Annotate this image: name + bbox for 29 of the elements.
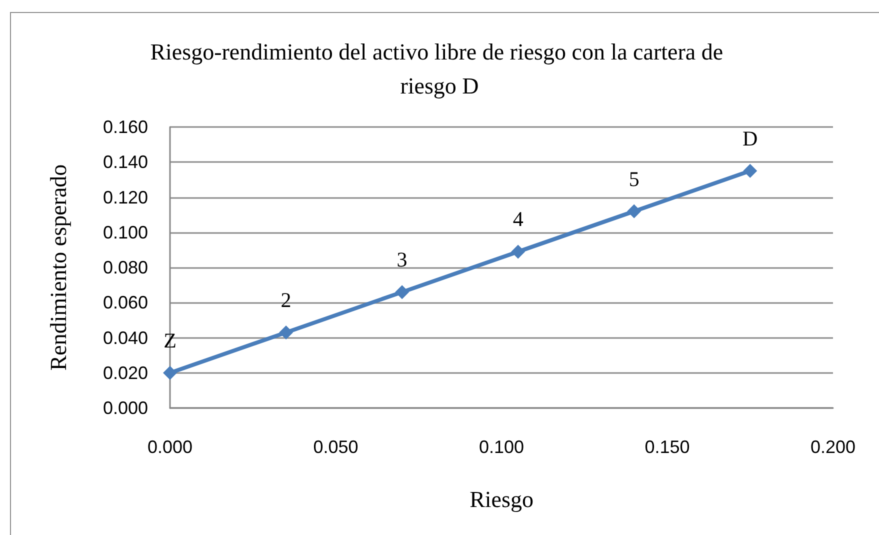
annotation: 4: [512, 207, 524, 232]
x-tick-label: 0.000: [147, 437, 193, 457]
point: [627, 204, 642, 218]
y-axis-title: Rendimiento esperado: [46, 164, 71, 371]
annotation: Z: [164, 328, 176, 352]
x-axis-title: Riesgo: [470, 487, 534, 512]
point: [163, 366, 177, 380]
annotation: 2: [280, 288, 292, 312]
y-tick-label: 0.020: [102, 362, 148, 383]
annotation: 5: [628, 166, 640, 191]
annotation: D: [742, 126, 758, 150]
point: [279, 325, 294, 340]
point: [743, 164, 758, 178]
chart-title: Riesgo-rendimiento del activo libre de riesgo con la cartera de riesgo D: [150, 40, 729, 98]
point: [395, 285, 410, 300]
y-tick-label: 0.040: [102, 328, 148, 348]
x-tick-label: 0.100: [478, 437, 524, 457]
point: [511, 244, 526, 259]
y-tick-label: 0.120: [102, 187, 148, 208]
y-tick-label: 0.080: [102, 258, 148, 278]
x-tick-label: 0.150: [644, 437, 690, 457]
y-tick-label: 0.140: [102, 152, 148, 172]
y-tick-label: 0.100: [102, 222, 148, 242]
y-tick-label: 0.060: [102, 292, 148, 313]
annotation: 3: [396, 248, 408, 272]
y-tick-label: 0.000: [102, 398, 148, 418]
y-tick-label: 0.160: [102, 117, 148, 137]
x-tick-label: 0.050: [313, 437, 358, 457]
x-tick-label: 0.200: [810, 437, 856, 457]
